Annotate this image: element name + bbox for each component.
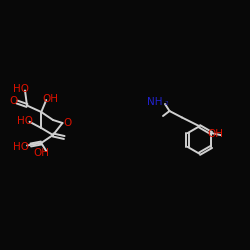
Text: O: O [64, 118, 72, 128]
Text: HO: HO [16, 116, 32, 126]
Text: OH: OH [42, 94, 58, 104]
Text: O: O [9, 96, 17, 106]
Text: OH: OH [33, 148, 49, 158]
Text: $_{2}$: $_{2}$ [164, 98, 169, 108]
Text: NH: NH [148, 97, 163, 107]
Text: OH: OH [207, 129, 223, 139]
Text: HO: HO [12, 142, 28, 152]
Text: HO: HO [12, 84, 28, 94]
